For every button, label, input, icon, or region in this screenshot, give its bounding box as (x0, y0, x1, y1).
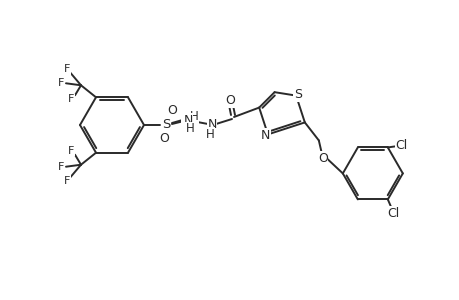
Text: F: F (58, 78, 64, 88)
Text: O: O (317, 152, 327, 165)
Text: H: H (205, 128, 214, 140)
Text: H: H (185, 122, 194, 136)
Text: N: N (183, 113, 192, 127)
Text: F: F (58, 162, 64, 172)
Text: F: F (64, 64, 70, 74)
Text: N: N (207, 118, 216, 131)
Text: S: S (293, 88, 302, 101)
Text: S: S (162, 118, 170, 131)
Text: N: N (261, 129, 270, 142)
Text: N: N (181, 115, 190, 128)
Text: H: H (189, 110, 198, 124)
Text: O: O (224, 94, 235, 107)
Text: O: O (159, 133, 168, 146)
Text: F: F (67, 94, 74, 104)
Text: F: F (67, 146, 74, 156)
Text: O: O (167, 104, 177, 118)
Text: Cl: Cl (395, 139, 407, 152)
Text: Cl: Cl (387, 207, 399, 220)
Text: F: F (64, 176, 70, 186)
